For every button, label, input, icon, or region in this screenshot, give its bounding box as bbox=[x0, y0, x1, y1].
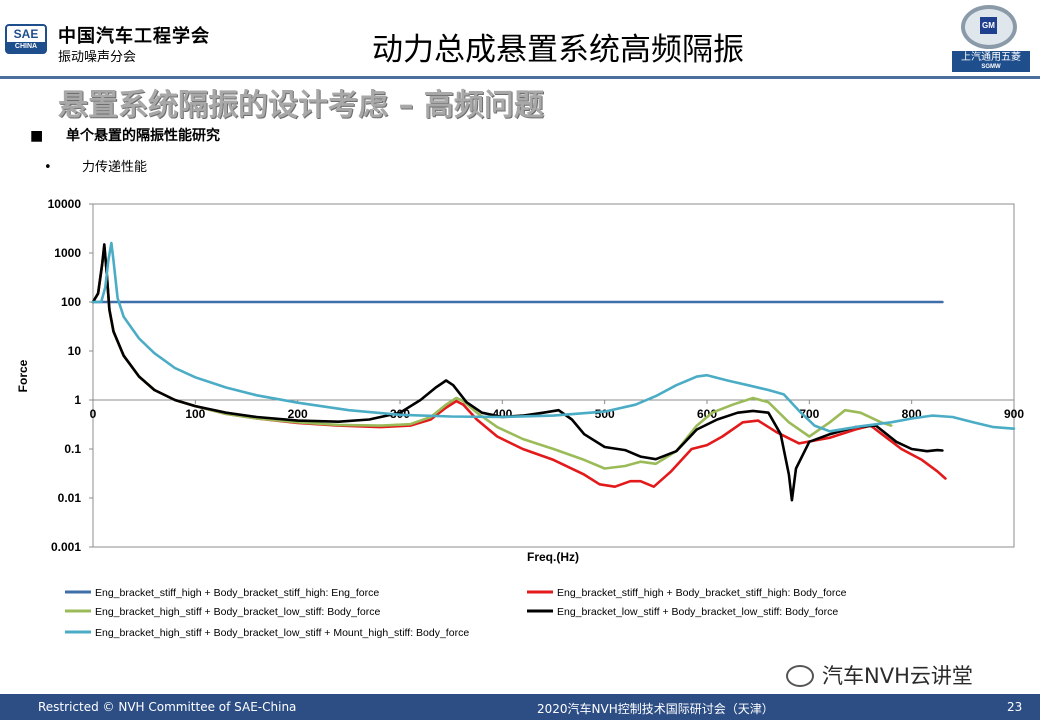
bullet-item-level1: ■ 单个悬置的隔振性能研究 bbox=[30, 125, 220, 145]
series-line-4 bbox=[91, 243, 944, 502]
sgmw-logo-en: SGMW bbox=[981, 64, 1001, 70]
y-tick-label: 0.001 bbox=[51, 540, 81, 554]
y-tick-label: 10000 bbox=[48, 197, 82, 211]
slide-header: SAE CHINA 中国汽车工程学会 振动噪声分会 动力总成悬置系统高频隔振 G… bbox=[0, 0, 1040, 80]
x-tick-label: 600 bbox=[697, 407, 717, 421]
plot-border bbox=[92, 203, 1015, 548]
series-line-3 bbox=[91, 246, 893, 470]
bullet-text: 单个悬置的隔振性能研究 bbox=[66, 128, 220, 144]
sgmw-emblem-ring bbox=[961, 5, 1017, 49]
watermark-text: 汽车NVH云讲堂 bbox=[822, 664, 973, 688]
x-tick-label: 0 bbox=[90, 407, 97, 421]
series-lines bbox=[91, 241, 1016, 502]
sgmw-logo: GM 上汽通用五菱 SGMW bbox=[952, 5, 1032, 73]
sae-logo-text: SAE bbox=[13, 27, 39, 41]
plot-area bbox=[92, 203, 1015, 548]
bullet-text: 力传递性能 bbox=[82, 160, 148, 175]
legend-label: Eng_bracket_low_stiff + Body_bracket_low… bbox=[557, 606, 838, 618]
bullet-item-level2: • 力传递性能 bbox=[44, 156, 147, 175]
y-tick-label: 0.1 bbox=[64, 442, 81, 456]
wechat-icon bbox=[786, 665, 814, 687]
x-tick-label: 400 bbox=[492, 407, 512, 421]
wechat-watermark: 汽车NVH云讲堂 bbox=[786, 660, 973, 690]
legend-label: Eng_bracket_stiff_high + Body_bracket_st… bbox=[95, 587, 379, 599]
page-number: 23 bbox=[1007, 700, 1023, 714]
header-divider bbox=[0, 76, 1040, 79]
sgmw-logo-cn: 上汽通用五菱 bbox=[961, 52, 1021, 63]
y-tick-label: 1000 bbox=[54, 246, 81, 260]
legend-label: Eng_bracket_high_stiff + Body_bracket_lo… bbox=[95, 627, 469, 639]
x-axis-label: Freq.(Hz) bbox=[527, 550, 579, 564]
y-tick-label: 1 bbox=[74, 393, 81, 407]
square-bullet-icon: ■ bbox=[30, 128, 44, 144]
organization-name: 中国汽车工程学会 bbox=[58, 26, 210, 47]
y-axis-ticks: 10000 1000 100 10 1 0.1 0.01 0.001 bbox=[48, 197, 93, 554]
series-line-5 bbox=[91, 241, 1016, 433]
x-tick-label: 900 bbox=[1004, 407, 1024, 421]
series-line-2 bbox=[91, 246, 947, 489]
y-axis-label: Force bbox=[16, 359, 30, 392]
y-tick-label: 100 bbox=[61, 295, 81, 309]
footer-event: 2020汽车NVH控制技术国际研讨会（天津） bbox=[537, 702, 774, 716]
sae-logo-subtext: CHINA bbox=[7, 42, 45, 52]
organization-subtitle: 振动噪声分会 bbox=[58, 50, 137, 65]
y-tick-label: 10 bbox=[68, 344, 82, 358]
gm-badge: GM bbox=[980, 17, 997, 34]
sae-china-logo: SAE CHINA bbox=[5, 24, 47, 54]
dot-bullet-icon: • bbox=[44, 160, 52, 175]
x-tick-label: 200 bbox=[288, 407, 308, 421]
chart-legend: Eng_bracket_stiff_high + Body_bracket_st… bbox=[65, 587, 847, 639]
slide-footer: Restricted © NVH Committee of SAE-China … bbox=[0, 694, 1040, 720]
footer-copyright: Restricted © NVH Committee of SAE-China bbox=[38, 700, 297, 714]
legend-label: Eng_bracket_stiff_high + Body_bracket_st… bbox=[557, 587, 847, 599]
sgmw-logo-banner: 上汽通用五菱 SGMW bbox=[952, 51, 1030, 72]
legend-label: Eng_bracket_high_stiff + Body_bracket_lo… bbox=[95, 606, 380, 618]
section-heading: 悬置系统隔振的设计考虑 – 高频问题 bbox=[58, 88, 544, 123]
slide-title: 动力总成悬置系统高频隔振 bbox=[372, 32, 744, 68]
x-tick-label: 100 bbox=[185, 407, 205, 421]
y-tick-label: 0.01 bbox=[58, 491, 82, 505]
